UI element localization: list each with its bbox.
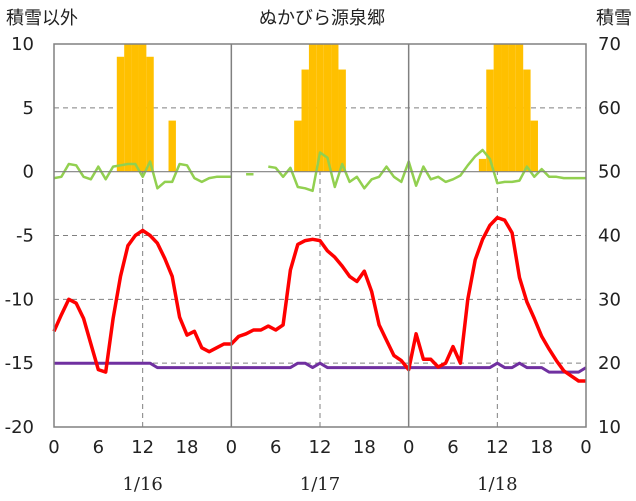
x-tick-label: 0 xyxy=(48,437,59,458)
precip-bar xyxy=(501,44,509,172)
right-tick-label: 20 xyxy=(598,353,621,374)
left-axis-label: 積雪以外 xyxy=(6,8,78,29)
x-tick-label: 0 xyxy=(580,437,591,458)
precip-bar xyxy=(294,120,302,172)
left-tick-label: 5 xyxy=(23,98,34,119)
left-tick-label: -20 xyxy=(5,417,34,438)
precip-bar xyxy=(146,56,154,172)
x-tick-label: 18 xyxy=(353,437,376,458)
x-tick-label: 0 xyxy=(226,437,237,458)
precip-bar xyxy=(308,44,317,172)
precip-bars xyxy=(116,44,538,172)
precip-bar xyxy=(131,44,139,172)
plot-border xyxy=(53,43,587,428)
x-tick-label: 12 xyxy=(131,437,154,458)
right-axis-label: 積雪 xyxy=(596,8,632,29)
precip-bar xyxy=(523,69,531,172)
precip-bar xyxy=(124,44,132,172)
x-tick-label: 6 xyxy=(270,437,281,458)
right-tick-label: 40 xyxy=(598,226,621,247)
left-tick-label: -5 xyxy=(16,226,34,247)
precip-bar xyxy=(331,44,339,172)
precip-bar xyxy=(493,44,502,172)
right-tick-label: 50 xyxy=(598,162,621,183)
x-tick-label: 0 xyxy=(403,437,414,458)
precip-bar xyxy=(486,69,494,172)
series-lines xyxy=(52,148,587,383)
right-tick-label: 10 xyxy=(598,417,621,438)
precip-bar xyxy=(116,56,125,172)
x-tick-label: 18 xyxy=(530,437,553,458)
x-tick-label: 12 xyxy=(309,437,332,458)
right-tick-label: 30 xyxy=(598,289,621,310)
precip-bar xyxy=(138,44,147,172)
right-tick-label: 60 xyxy=(598,98,621,119)
precip-bar xyxy=(478,158,487,172)
precip-bar xyxy=(530,120,538,172)
left-tick-label: -10 xyxy=(5,289,34,310)
date-label: 1/18 xyxy=(477,474,517,495)
precip-bar xyxy=(508,44,516,172)
precip-bar xyxy=(301,69,309,172)
x-tick-label: 6 xyxy=(93,437,104,458)
x-tick-label: 12 xyxy=(486,437,509,458)
x-tick-label: 18 xyxy=(176,437,199,458)
date-label: 1/16 xyxy=(122,474,162,495)
temp-line xyxy=(52,215,586,383)
x-tick-label: 6 xyxy=(447,437,458,458)
precip-bar xyxy=(515,44,524,172)
date-label: 1/17 xyxy=(300,474,340,495)
chart-title: ぬかびら源泉郷 xyxy=(259,8,385,29)
left-tick-label: -15 xyxy=(5,353,34,374)
precip-bar xyxy=(316,44,324,172)
precip-bar xyxy=(323,44,332,172)
left-tick-label: 10 xyxy=(11,34,34,55)
axis-labels: 積雪以外 ぬかびら源泉郷 積雪 1050-5-10-15-20706050403… xyxy=(5,8,632,495)
snow-line xyxy=(54,361,587,374)
wind-line xyxy=(53,148,586,193)
precip-bar xyxy=(168,120,176,172)
right-tick-label: 70 xyxy=(598,34,621,55)
precip-bar xyxy=(338,69,346,172)
left-tick-label: 0 xyxy=(23,162,34,183)
plot-frame xyxy=(53,43,587,428)
